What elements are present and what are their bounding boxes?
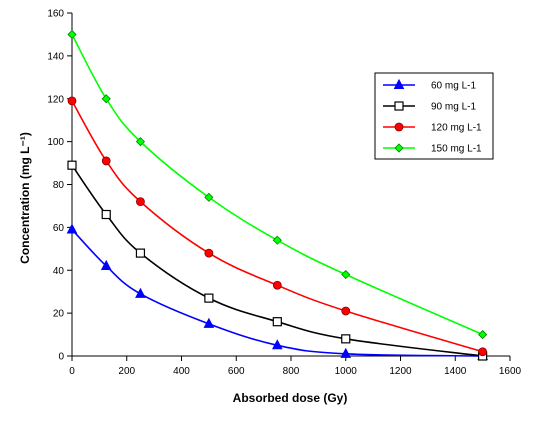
data-point xyxy=(67,29,77,40)
x-axis-title: Absorbed dose (Gy) xyxy=(233,391,348,405)
data-point xyxy=(272,280,282,290)
data-point xyxy=(204,248,214,258)
legend-label: 120 mg L-1 xyxy=(431,123,482,134)
legend-label: 150 mg L-1 xyxy=(431,144,482,155)
y-tick-label: 20 xyxy=(53,309,65,320)
data-point xyxy=(340,347,352,358)
x-tick-label: 0 xyxy=(69,366,75,377)
data-point xyxy=(341,334,351,344)
y-tick-label: 160 xyxy=(47,9,64,20)
data-point xyxy=(204,293,214,303)
x-tick-label: 400 xyxy=(173,366,190,377)
data-point xyxy=(136,197,145,207)
data-point xyxy=(204,192,214,202)
data-point xyxy=(272,235,282,245)
legend-label: 90 mg L-1 xyxy=(431,102,476,113)
data-point xyxy=(67,160,77,170)
y-axis-title: Concentration (mg L⁻¹) xyxy=(18,132,32,264)
x-tick-label: 1200 xyxy=(389,366,412,377)
data-point xyxy=(67,96,77,106)
legend: 60 mg L-1 90 mg L-1 120 mg L-1 150 mg L-1 xyxy=(374,72,494,160)
data-point xyxy=(271,339,283,350)
y-tick-label: 80 xyxy=(53,180,65,191)
data-point xyxy=(135,287,146,298)
data-point xyxy=(135,248,146,258)
series-line xyxy=(71,164,483,357)
data-point xyxy=(478,329,488,340)
data-point xyxy=(101,156,111,166)
data-point xyxy=(101,94,111,104)
data-point xyxy=(101,209,111,220)
legend-marker xyxy=(394,143,404,153)
data-point xyxy=(100,259,112,270)
x-tick-label: 1400 xyxy=(444,366,467,377)
legend-marker xyxy=(394,101,404,111)
y-tick-label: 0 xyxy=(58,352,64,363)
y-tick-label: 120 xyxy=(47,94,64,105)
x-tick-label: 600 xyxy=(228,366,245,377)
data-point xyxy=(203,317,215,328)
series-line xyxy=(71,228,483,357)
y-tick-label: 60 xyxy=(53,223,65,234)
x-tick-label: 1000 xyxy=(335,366,358,377)
data-point xyxy=(341,269,351,280)
data-point xyxy=(478,347,488,357)
legend-marker xyxy=(393,78,405,89)
data-point xyxy=(272,317,282,327)
y-tick-label: 100 xyxy=(47,137,64,148)
legend-label: 60 mg L-1 xyxy=(431,81,476,92)
data-point xyxy=(135,137,146,147)
y-tick-label: 40 xyxy=(53,266,65,277)
y-tick-label: 140 xyxy=(47,51,64,62)
x-tick-label: 1600 xyxy=(499,366,522,377)
data-point xyxy=(341,306,351,316)
data-point xyxy=(66,223,78,234)
x-tick-label: 200 xyxy=(118,366,135,377)
x-tick-label: 800 xyxy=(283,366,300,377)
series-markers xyxy=(66,29,488,361)
legend-marker xyxy=(394,122,404,132)
